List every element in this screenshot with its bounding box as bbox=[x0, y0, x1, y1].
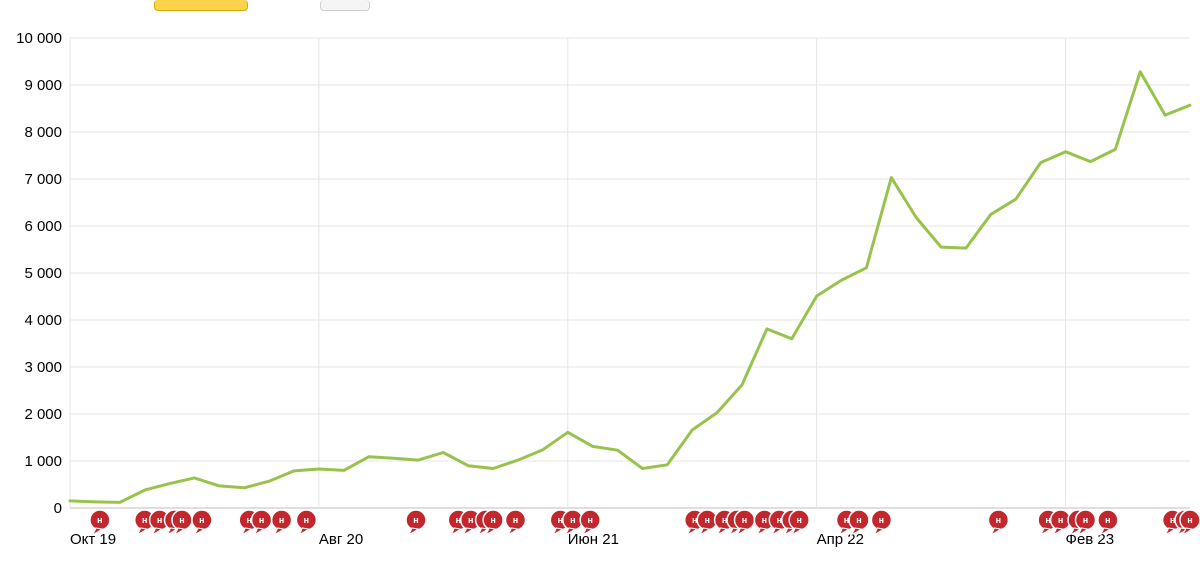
event-marker[interactable]: н bbox=[789, 510, 809, 535]
series-line-main bbox=[70, 72, 1190, 503]
svg-text:н: н bbox=[704, 515, 709, 525]
event-marker[interactable]: н bbox=[296, 510, 316, 535]
svg-text:н: н bbox=[413, 515, 418, 525]
y-tick-label: 5 000 bbox=[24, 265, 62, 282]
svg-text:н: н bbox=[142, 515, 147, 525]
event-marker[interactable]: н bbox=[172, 510, 192, 535]
event-marker[interactable]: н bbox=[871, 510, 891, 535]
line-chart: 0 1 000 2 000 3 000 4 000 5 000 6 000 7 000 8 00… bbox=[0, 0, 1200, 569]
event-marker[interactable]: н bbox=[735, 510, 755, 535]
chart-container: 0 1 000 2 000 3 000 4 000 5 000 6 000 7 000 8 00… bbox=[0, 0, 1200, 569]
svg-text:н: н bbox=[879, 515, 884, 525]
y-tick-label: 0 bbox=[54, 500, 62, 517]
event-marker[interactable]: н bbox=[506, 510, 526, 535]
svg-text:н: н bbox=[587, 515, 592, 525]
x-tick-label: Авг 20 bbox=[319, 531, 363, 548]
svg-text:н: н bbox=[742, 515, 747, 525]
svg-text:н: н bbox=[97, 515, 102, 525]
svg-text:н: н bbox=[1105, 515, 1110, 525]
y-tick-label: 1 000 bbox=[24, 453, 62, 470]
y-tick-label: 2 000 bbox=[24, 406, 62, 423]
svg-text:н: н bbox=[570, 515, 575, 525]
svg-text:н: н bbox=[468, 515, 473, 525]
y-tick-label: 4 000 bbox=[24, 312, 62, 329]
event-marker[interactable]: н bbox=[483, 510, 503, 535]
svg-text:н: н bbox=[259, 515, 264, 525]
x-tick-label: Июн 21 bbox=[568, 531, 619, 548]
event-marker[interactable]: н bbox=[988, 510, 1008, 535]
svg-text:н: н bbox=[762, 515, 767, 525]
svg-text:н: н bbox=[996, 515, 1001, 525]
y-tick-label: 3 000 bbox=[24, 359, 62, 376]
y-tick-label: 8 000 bbox=[24, 124, 62, 141]
svg-text:н: н bbox=[796, 515, 801, 525]
svg-text:н: н bbox=[1058, 515, 1063, 525]
y-tick-label: 6 000 bbox=[24, 218, 62, 235]
svg-text:н: н bbox=[179, 515, 184, 525]
svg-text:н: н bbox=[856, 515, 861, 525]
event-marker[interactable]: н bbox=[252, 510, 272, 535]
svg-text:н: н bbox=[304, 515, 309, 525]
svg-text:н: н bbox=[1083, 515, 1088, 525]
event-marker[interactable]: н bbox=[272, 510, 292, 535]
svg-text:н: н bbox=[157, 515, 162, 525]
svg-text:н: н bbox=[490, 515, 495, 525]
event-marker[interactable]: н bbox=[406, 510, 426, 535]
svg-text:н: н bbox=[513, 515, 518, 525]
y-tick-label: 7 000 bbox=[24, 171, 62, 188]
event-marker[interactable]: н bbox=[192, 510, 212, 535]
svg-text:н: н bbox=[199, 515, 204, 525]
y-tick-label: 10 000 bbox=[16, 30, 62, 47]
svg-text:н: н bbox=[279, 515, 284, 525]
y-tick-label: 9 000 bbox=[24, 77, 62, 94]
svg-text:н: н bbox=[1187, 515, 1192, 525]
